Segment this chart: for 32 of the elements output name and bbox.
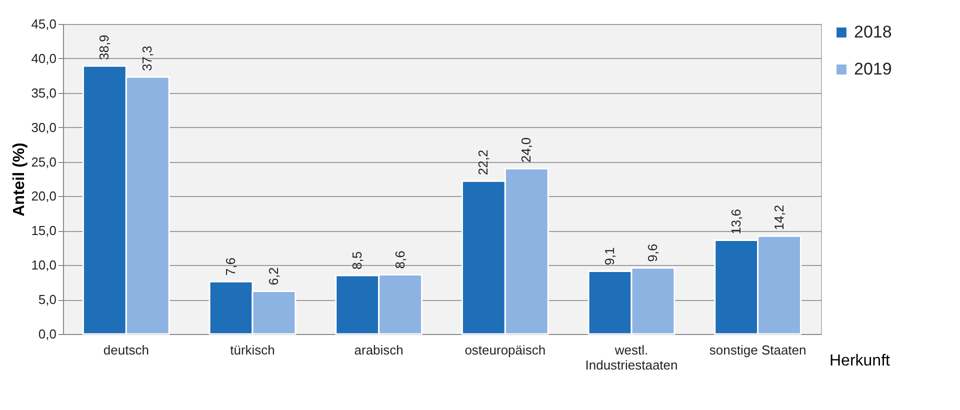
data-label: 9,1 [602, 247, 618, 266]
y-tick-label: 45,0 [31, 16, 56, 32]
y-tick-label: 40,0 [31, 50, 56, 66]
data-label: 14,2 [771, 204, 786, 230]
data-label: 9,6 [644, 244, 660, 262]
y-axis-title: Anteil (%) [11, 142, 28, 216]
x-tick-label: arabisch [354, 342, 404, 358]
x-tick-label: westl. Industriestaaten [585, 342, 678, 372]
data-label: 24,0 [518, 137, 534, 163]
x-tick-label: sonstige Staaten [709, 342, 806, 358]
y-tick-label: 0,0 [38, 326, 56, 342]
y-tick-label: 10,0 [31, 258, 56, 273]
data-label: 8,6 [392, 250, 408, 269]
x-tick-label: deutsch [103, 342, 149, 358]
y-tick-label: 15,0 [31, 223, 56, 238]
data-label: 38,9 [96, 34, 112, 60]
data-label: 6,2 [266, 267, 281, 286]
y-tick-label: 5,0 [38, 292, 56, 308]
x-axis-title: Herkunft [830, 352, 891, 370]
x-tick-label: türkisch [230, 342, 275, 358]
x-tick-label: osteuropäisch [464, 342, 546, 358]
y-tick-label: 20,0 [31, 188, 56, 204]
data-label: 8,5 [349, 251, 364, 270]
legend-label: 2018 [854, 22, 892, 42]
y-tick-label: 25,0 [31, 154, 56, 170]
data-label: 13,6 [728, 209, 744, 234]
legend-label: 2019 [854, 60, 892, 78]
data-label: 7,6 [223, 258, 238, 276]
data-label: 22,2 [476, 150, 491, 176]
y-tick-label: 30,0 [31, 120, 56, 135]
data-label: 37,3 [140, 46, 155, 72]
y-tick-label: 35,0 [31, 85, 56, 100]
